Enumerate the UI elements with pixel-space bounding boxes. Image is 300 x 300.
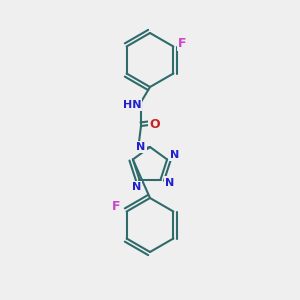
Text: F: F: [112, 200, 120, 214]
Text: O: O: [149, 118, 160, 131]
Text: N: N: [170, 150, 179, 160]
Text: HN: HN: [123, 100, 141, 110]
Text: N: N: [132, 182, 141, 192]
Text: N: N: [136, 142, 146, 152]
Text: N: N: [165, 178, 174, 188]
Text: F: F: [178, 37, 187, 50]
